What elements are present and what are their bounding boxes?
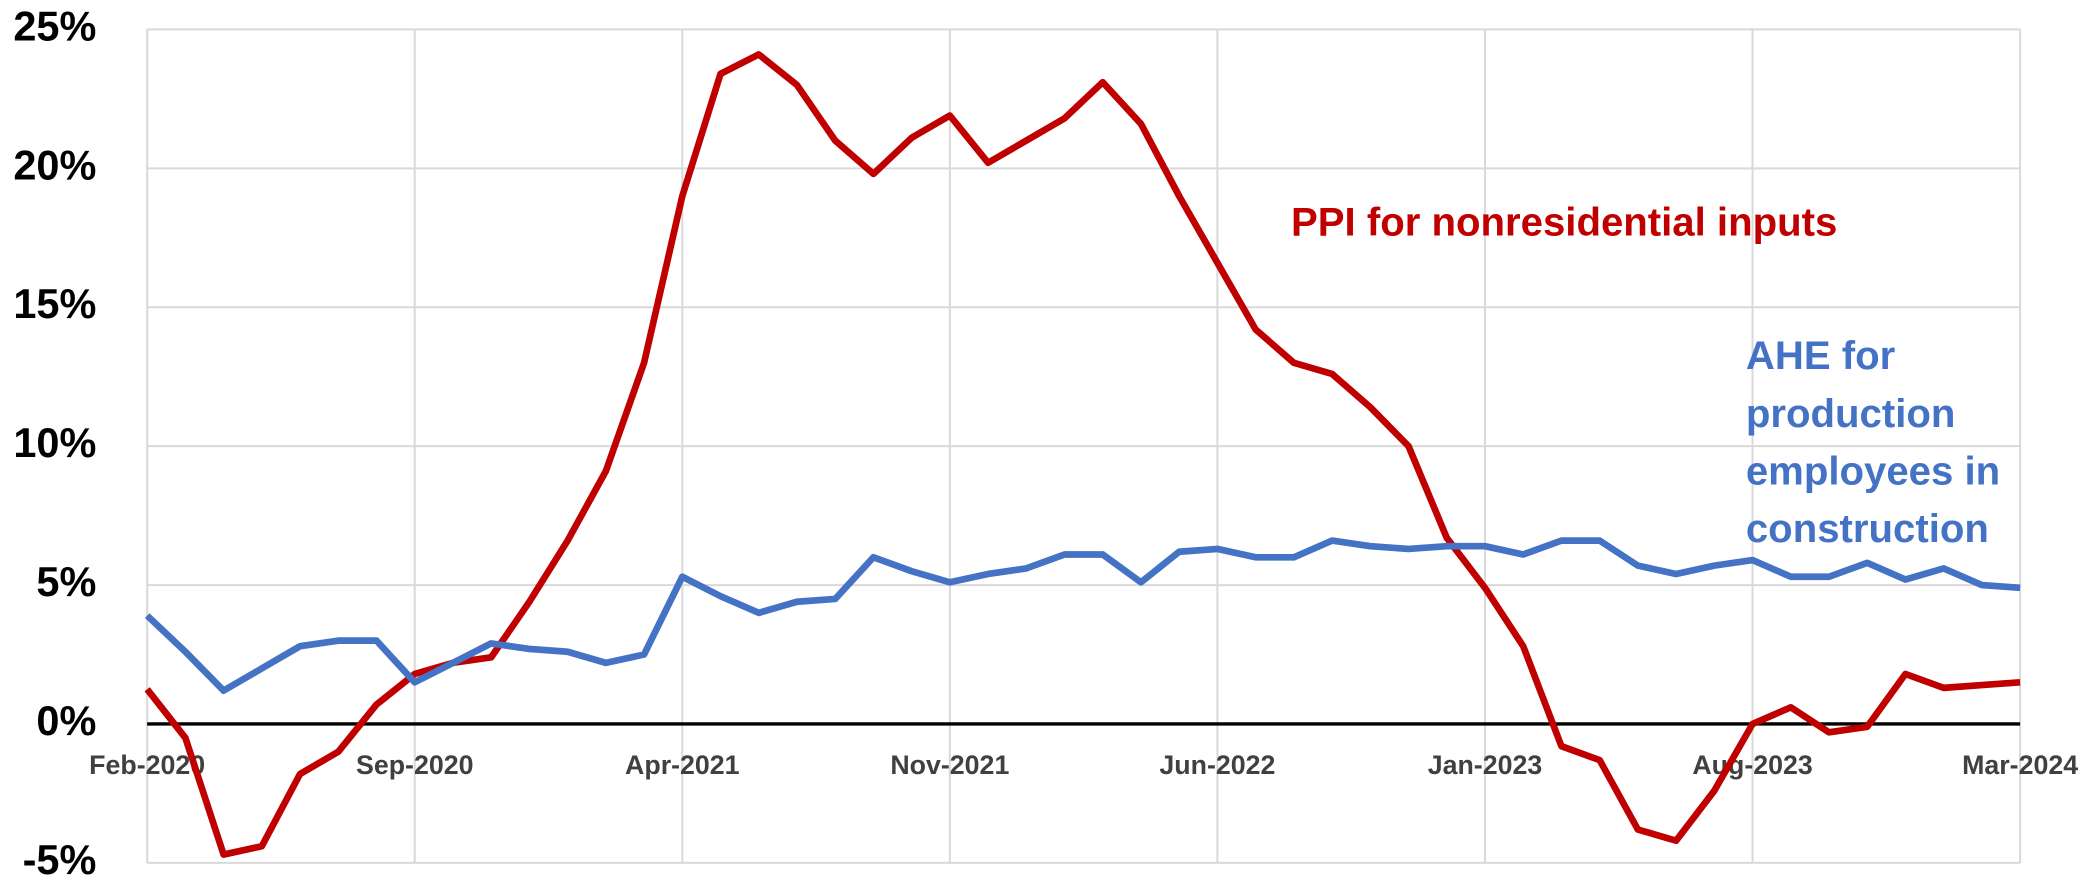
series-label: AHE for production employees in construc… — [1745, 334, 2001, 552]
y-tick-label: 5% — [36, 558, 96, 605]
x-tick-label: Jun-2022 — [1159, 750, 1275, 780]
y-tick-label: 15% — [13, 280, 96, 327]
series-line — [144, 537, 2021, 694]
y-tick-label: -5% — [23, 836, 97, 876]
x-tick-label: Nov-2021 — [890, 750, 1009, 780]
x-tick-label: Feb-2020 — [89, 750, 205, 780]
series-label-box: AHE for production employees in construc… — [1745, 334, 2001, 552]
series-label: PPI for nonresidential inputs — [1290, 200, 1838, 245]
y-tick-label: 10% — [13, 419, 96, 466]
x-tick-label: Apr-2021 — [625, 750, 740, 780]
x-tick-label: Aug-2023 — [1692, 750, 1812, 780]
x-tick-label: Mar-2024 — [1962, 750, 2078, 780]
y-tick-label: 0% — [36, 697, 96, 744]
y-tick-label: 25% — [13, 2, 96, 49]
x-tick-label: Jan-2023 — [1428, 750, 1543, 780]
series-label-box: PPI for nonresidential inputs — [1290, 200, 1838, 245]
x-tick-label: Sep-2020 — [356, 750, 473, 780]
y-tick-label: 20% — [13, 141, 96, 188]
series-line — [144, 51, 2021, 858]
